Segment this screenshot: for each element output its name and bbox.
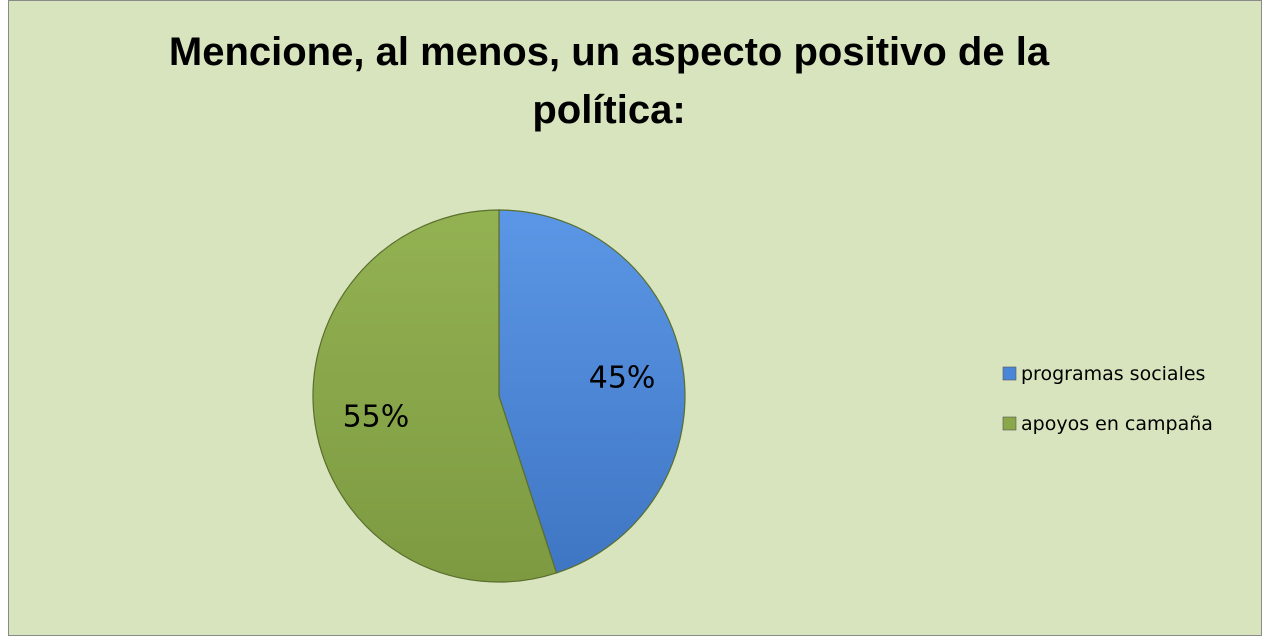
pie-chart-svg: 45% 55% programas sociales apoyos en campa…: [312, 209, 1213, 583]
chart-title: Mencione, al menos, un aspecto positivo …: [168, 30, 1050, 132]
legend-label-2: apoyos en campaña: [1021, 413, 1213, 435]
pie-slice-1: [498, 209, 686, 574]
legend-label-1: programas sociales: [1021, 363, 1205, 385]
chart-area: Mencione, al menos, un aspecto positivo …: [8, 0, 1262, 636]
pie-slices: [312, 209, 686, 583]
legend: programas sociales apoyos en campaña: [1002, 363, 1213, 435]
data-label-1: 45%: [589, 361, 656, 396]
pie-data-labels: 45% 55%: [343, 361, 656, 435]
pie-slice-2: [312, 209, 558, 583]
data-label-2: 55%: [343, 399, 410, 434]
legend-swatch-1: [1002, 366, 1017, 381]
legend-swatch-2: [1002, 416, 1017, 431]
